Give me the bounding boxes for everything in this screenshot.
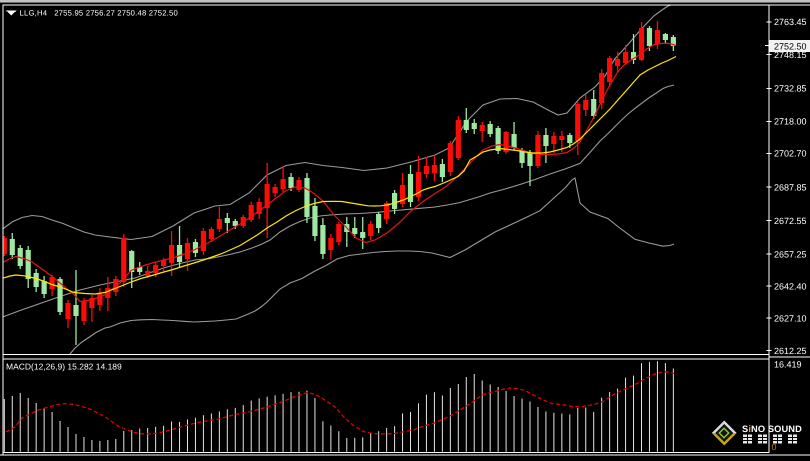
svg-text:2763.45: 2763.45: [774, 17, 807, 27]
svg-text:2642.40: 2642.40: [774, 281, 807, 291]
svg-text:2672.55: 2672.55: [774, 216, 807, 226]
svg-text:2732.85: 2732.85: [774, 84, 807, 94]
svg-text:2612.25: 2612.25: [774, 346, 807, 356]
svg-text:LLG,H4 2755.95 2756.27 2750.: LLG,H4 2755.95 2756.27 2750.48 2752.50: [20, 8, 178, 17]
svg-text:16.419: 16.419: [774, 360, 802, 370]
svg-text:2702.70: 2702.70: [774, 149, 807, 159]
svg-text:2627.10: 2627.10: [774, 314, 807, 324]
svg-text:2752.50: 2752.50: [774, 42, 807, 52]
svg-text:2687.85: 2687.85: [774, 182, 807, 192]
svg-text:2657.25: 2657.25: [774, 249, 807, 259]
svg-text:2718.00: 2718.00: [774, 117, 807, 127]
svg-text:SiNO SOUND: SiNO SOUND: [742, 424, 802, 434]
svg-text:MACD(12,26,9) 15.282 14.189: MACD(12,26,9) 15.282 14.189: [6, 361, 122, 371]
